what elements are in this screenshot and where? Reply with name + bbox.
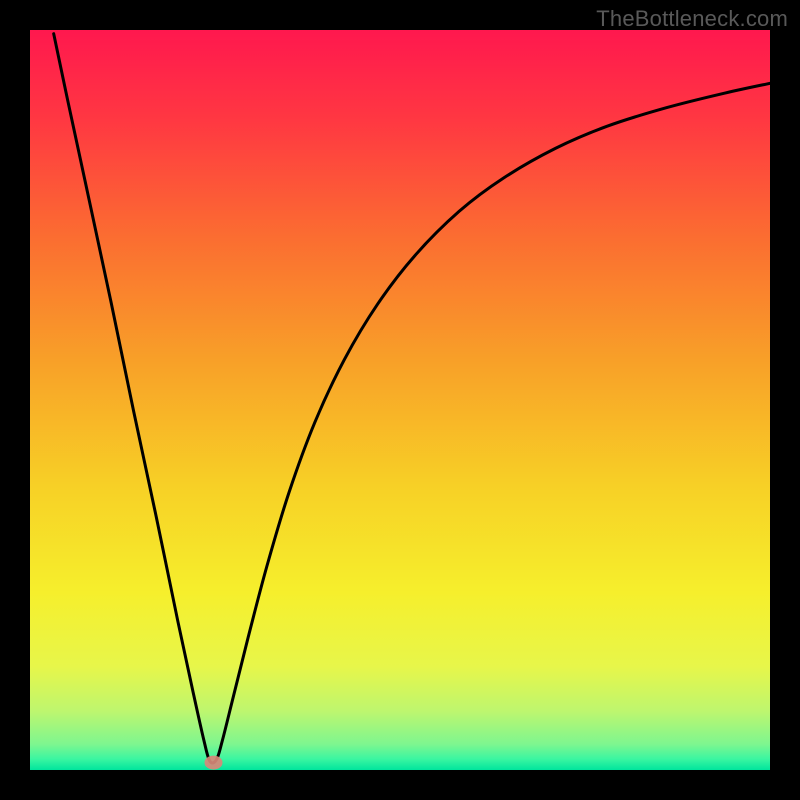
chart-container: TheBottleneck.com	[0, 0, 800, 800]
watermark-text: TheBottleneck.com	[596, 6, 788, 32]
plot-area	[30, 30, 770, 770]
min-marker	[205, 756, 223, 770]
plot-svg	[30, 30, 770, 770]
plot-background	[30, 30, 770, 770]
